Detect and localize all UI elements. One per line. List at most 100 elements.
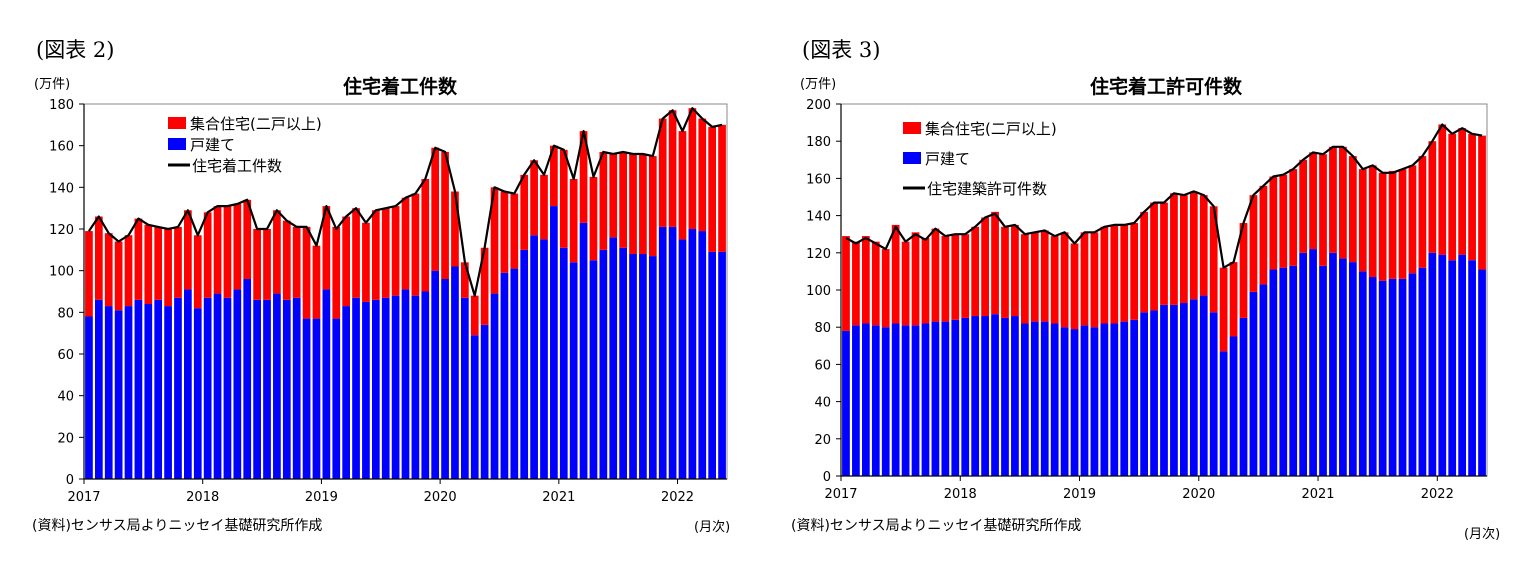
bar-multifamily xyxy=(1339,146,1347,259)
y-tick-label: 160 xyxy=(806,172,831,187)
bar-detached xyxy=(1170,304,1178,476)
bar-detached xyxy=(981,316,989,476)
chart-title: 住宅着工件数 xyxy=(342,76,457,98)
bar-multifamily xyxy=(401,197,410,290)
bar-multifamily xyxy=(114,241,123,311)
bar-detached xyxy=(1030,321,1039,476)
bar-multifamily xyxy=(312,245,321,319)
bar-multifamily xyxy=(1100,226,1109,324)
bar-multifamily xyxy=(991,211,999,315)
bar-detached xyxy=(371,299,380,479)
bar-detached xyxy=(718,251,726,479)
bar-multifamily xyxy=(431,147,440,271)
bar-detached xyxy=(1309,249,1317,476)
bar-detached xyxy=(891,323,900,476)
x-tick-label: 2019 xyxy=(305,490,338,505)
bar-detached xyxy=(213,293,222,479)
bar-detached xyxy=(1289,265,1298,476)
bar-multifamily xyxy=(243,199,252,279)
bar-multifamily xyxy=(480,247,489,325)
bar-detached xyxy=(144,304,153,479)
bar-multifamily xyxy=(490,187,499,294)
bar-detached xyxy=(164,306,172,479)
total-line xyxy=(845,123,1483,269)
bar-multifamily xyxy=(203,212,212,298)
bar-multifamily xyxy=(911,232,920,326)
bar-detached xyxy=(559,247,568,479)
bar-multifamily xyxy=(1050,236,1059,324)
bar-detached xyxy=(203,297,212,479)
y-tick-label: 80 xyxy=(57,306,74,321)
bar-multifamily xyxy=(550,145,558,207)
bar-detached xyxy=(490,293,499,479)
bar-detached xyxy=(253,299,261,479)
x-tick-label: 2019 xyxy=(1063,487,1096,502)
bar-multifamily xyxy=(470,295,479,336)
bar-detached xyxy=(1120,321,1129,476)
bar-detached xyxy=(1348,262,1357,476)
bar-multifamily xyxy=(282,220,291,300)
legend-swatch xyxy=(168,138,186,150)
bar-detached xyxy=(184,289,192,479)
bar-detached xyxy=(678,239,687,479)
bar-multifamily xyxy=(94,216,103,300)
bar-multifamily xyxy=(292,226,301,298)
y-unit-label: (万件) xyxy=(800,77,837,92)
bar-detached xyxy=(460,297,469,479)
bar-multifamily xyxy=(411,193,420,296)
bar-detached xyxy=(1249,291,1258,476)
bar-detached xyxy=(431,270,440,479)
bar-detached xyxy=(1368,276,1377,476)
bar-detached xyxy=(342,306,351,479)
bar-detached xyxy=(233,289,242,479)
bar-detached xyxy=(411,295,420,479)
bar-multifamily xyxy=(1418,156,1427,268)
bar-detached xyxy=(540,239,548,479)
bar-detached xyxy=(263,299,271,479)
bar-multifamily xyxy=(1239,223,1248,318)
bar-detached xyxy=(599,249,608,479)
bar-multifamily xyxy=(302,226,311,319)
bar-detached xyxy=(1020,323,1029,476)
bar-detached xyxy=(1388,278,1397,476)
bar-multifamily xyxy=(273,210,281,294)
bar-multifamily xyxy=(1130,223,1139,320)
bar-detached xyxy=(881,327,890,476)
source-note: (資料)センサス局よりニッセイ基礎研究所作成 xyxy=(791,518,1082,534)
bar-multifamily xyxy=(1070,243,1079,330)
bar-multifamily xyxy=(921,237,930,324)
bar-multifamily xyxy=(144,224,153,304)
bar-multifamily xyxy=(941,236,950,322)
x-unit-label: (月次) xyxy=(1464,527,1501,542)
bar-multifamily xyxy=(589,176,598,261)
bar-multifamily xyxy=(223,206,232,298)
bar-multifamily xyxy=(1458,128,1467,255)
bar-detached xyxy=(391,295,400,479)
bar-multifamily xyxy=(134,218,143,300)
bar-detached xyxy=(223,297,232,479)
bar-detached xyxy=(1199,295,1208,476)
bar-detached xyxy=(302,318,311,479)
bar-multifamily xyxy=(931,228,940,322)
bar-detached xyxy=(1060,327,1069,476)
bar-detached xyxy=(1090,327,1099,476)
bar-detached xyxy=(931,321,940,476)
bar-multifamily xyxy=(322,206,331,290)
bar-multifamily xyxy=(1180,195,1188,304)
bar-multifamily xyxy=(648,156,657,257)
bar-multifamily xyxy=(579,131,588,223)
bar-multifamily xyxy=(1438,124,1447,255)
legend-label: 戸建て xyxy=(925,150,970,168)
bar-detached xyxy=(114,310,123,479)
bar-detached xyxy=(1299,252,1308,476)
bar-detached xyxy=(1219,351,1228,476)
bar-detached xyxy=(1070,329,1079,476)
y-tick-label: 160 xyxy=(49,140,74,155)
legend-swatch xyxy=(168,117,186,129)
bar-multifamily xyxy=(154,226,163,300)
bar-detached xyxy=(569,262,578,479)
bar-multifamily xyxy=(233,204,242,290)
x-unit-label: (月次) xyxy=(694,520,731,535)
bar-multifamily xyxy=(263,229,271,300)
bar-detached xyxy=(852,325,860,476)
